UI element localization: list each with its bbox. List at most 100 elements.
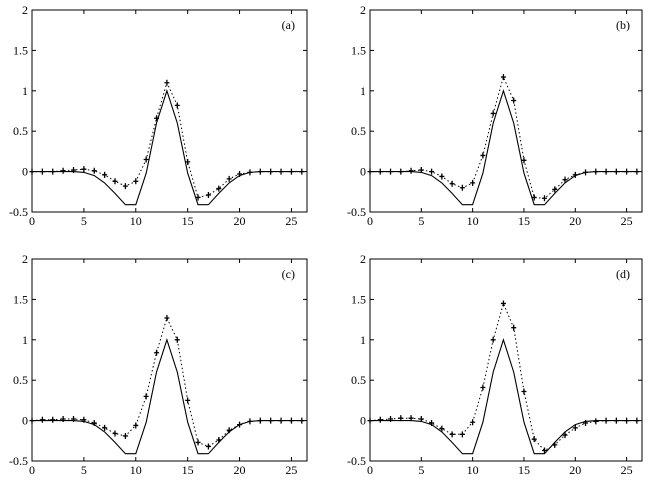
plus-marker-c-17 [205,443,211,450]
plus-marker-b-14 [511,97,517,104]
x-tick-label-d-4: 20 [569,463,581,477]
y-tick-label-b-5: 2 [360,3,366,17]
plus-marker-c-1 [39,416,45,423]
y-tick-label-b-0: -0.5 [347,205,366,219]
plus-marker-a-20 [237,171,243,178]
x-tick-label-d-1: 5 [418,463,424,477]
plus-marker-a-10 [133,178,139,185]
y-tick-label-b-4: 1.5 [351,43,366,57]
plus-marker-d-8 [449,431,455,438]
x-tick-label-b-5: 25 [621,214,633,228]
plus-marker-b-7 [439,173,445,180]
y-tick-label-c-0: -0.5 [9,454,28,468]
plus-marker-d-23 [603,417,609,424]
plus-marker-d-2 [388,415,394,422]
plus-marker-d-4 [408,415,414,422]
y-tick-label-d-4: 1.5 [351,292,366,306]
plus-marker-c-16 [195,439,201,446]
y-tick-label-a-3: 1 [22,84,28,98]
plus-marker-a-5 [81,166,87,173]
y-tick-label-c-1: 0 [22,414,28,428]
plus-marker-c-10 [133,422,139,429]
x-tick-label-d-5: 25 [621,463,633,477]
plus-marker-a-8 [112,178,118,185]
plus-marker-b-0 [367,168,373,175]
plus-marker-b-19 [562,176,568,183]
plus-marker-b-22 [593,168,599,175]
x-tick-label-d-2: 10 [467,463,479,477]
dotted-series-line-c [31,316,302,448]
x-tick-label-c-2: 10 [130,463,142,477]
plus-marker-d-3 [398,415,404,422]
plus-marker-a-23 [268,168,274,175]
plus-marker-c-9 [122,432,128,439]
solid-series-line-c [32,338,302,455]
x-tick-label-b-0: 0 [367,214,373,228]
x-tick-label-b-1: 5 [418,214,424,228]
plus-marker-c-12 [154,349,160,356]
plus-marker-a-16 [195,194,201,201]
x-tick-label-a-3: 15 [182,214,194,228]
x-tick-label-b-3: 15 [518,214,530,228]
y-tick-label-a-5: 2 [22,3,28,17]
plus-marker-a-11 [143,156,149,163]
plus-marker-a-0 [29,168,35,175]
axes-frame-d [369,258,643,462]
plus-marker-a-19 [226,175,232,182]
plus-marker-a-26 [299,168,305,175]
panel-d: 0 5 10 15 20 25-0.500.511.52(d) [347,252,643,477]
solid-series-line-a [32,89,302,206]
plus-marker-d-13 [500,300,506,307]
plus-marker-a-18 [216,185,222,192]
plus-marker-b-26 [634,168,640,175]
plus-marker-b-18 [552,186,558,193]
y-tick-label-d-2: 0.5 [351,373,366,387]
plus-marker-a-12 [154,115,160,122]
plus-marker-c-20 [237,421,243,428]
plus-marker-d-9 [459,431,465,438]
axes-frame-c [31,258,308,462]
panel-a: 0 5 10 15 20 25-0.500.511.52(a) [9,3,308,228]
y-tick-label-b-1: 0 [360,165,366,179]
plus-marker-b-13 [500,74,506,81]
plus-marker-d-17 [541,447,547,454]
plus-marker-d-18 [552,441,558,448]
plus-marker-b-17 [541,195,547,202]
plus-marker-a-24 [278,168,284,175]
plus-marker-d-19 [562,432,568,439]
panel-label-c: (c) [282,267,295,281]
plus-marker-d-1 [377,416,383,423]
plus-marker-c-0 [29,417,35,424]
plus-marker-a-21 [247,169,253,176]
plus-marker-c-19 [226,427,232,434]
y-tick-label-c-3: 1 [22,333,28,347]
y-tick-label-a-4: 1.5 [13,43,28,57]
plus-marker-c-4 [71,415,77,422]
plus-marker-a-6 [91,167,97,174]
plus-marker-b-1 [377,168,383,175]
plus-marker-b-6 [429,168,435,175]
plus-marker-d-25 [624,417,630,424]
dotted-series-line-d [369,301,637,452]
panel-c: 0 5 10 15 20 25-0.500.511.52(c) [9,252,308,477]
y-tick-label-d-5: 2 [360,252,366,266]
y-tick-label-c-2: 0.5 [13,373,28,387]
plus-marker-d-14 [511,324,517,331]
plus-marker-a-9 [122,183,128,190]
plus-marker-b-11 [480,152,486,159]
plus-marker-b-12 [490,110,496,117]
plus-marker-b-20 [572,171,578,178]
axes-frame-b [369,9,643,213]
plus-marker-a-22 [257,168,263,175]
plus-marker-a-14 [174,102,180,109]
dotted-series-line-b [370,75,637,199]
x-tick-label-c-1: 5 [81,463,87,477]
plus-marker-a-7 [102,171,108,178]
plus-marker-d-22 [593,418,599,425]
y-tick-label-b-3: 1 [360,84,366,98]
plus-marker-c-21 [247,418,253,425]
dotted-series-line-a [32,81,302,199]
plus-marker-c-6 [91,420,97,427]
plus-marker-d-0 [367,417,373,424]
panel-label-d: (d) [616,267,630,281]
